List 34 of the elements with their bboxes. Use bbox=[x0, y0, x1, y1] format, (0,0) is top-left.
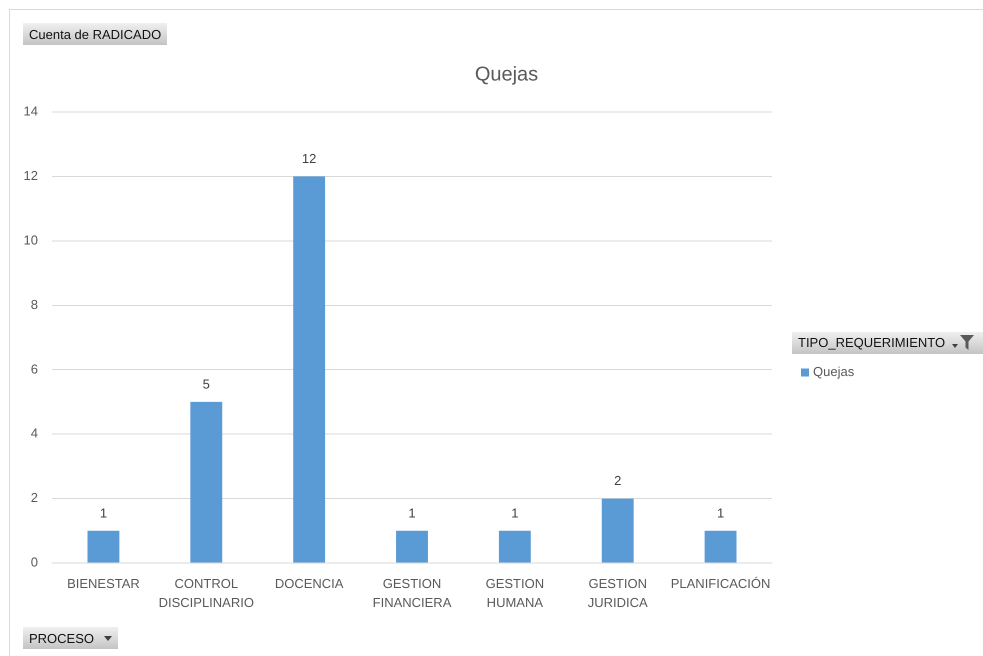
y-tick-label: 2 bbox=[30, 490, 38, 506]
y-tick-label: 10 bbox=[24, 232, 38, 248]
x-tick-label: GESTION HUMANA bbox=[486, 576, 544, 610]
x-tick-label: PLANIFICACIÓN bbox=[670, 576, 770, 592]
bar bbox=[498, 530, 531, 562]
data-label: 5 bbox=[202, 376, 210, 392]
data-label: 2 bbox=[614, 473, 622, 488]
y-tick-label: 8 bbox=[30, 296, 38, 312]
legend-title: TIPO_REQUERIMIENTO bbox=[798, 335, 946, 350]
chart-title: Quejas bbox=[474, 64, 538, 86]
x-tick-label: CONTROL DISCIPLINARIO bbox=[158, 576, 254, 610]
bar bbox=[602, 498, 634, 562]
x-tick-label: DOCENCIA bbox=[274, 576, 344, 592]
bar bbox=[704, 530, 737, 562]
y-tick-label: 4 bbox=[30, 426, 38, 441]
data-label: 1 bbox=[716, 505, 724, 520]
data-label: 12 bbox=[302, 151, 316, 166]
data-label: 1 bbox=[100, 505, 108, 520]
x-tick-label: GESTION FINANCIERA bbox=[372, 576, 452, 610]
legend-label: Quejas bbox=[813, 364, 855, 380]
bar bbox=[190, 402, 222, 562]
x-tick-label: GESTION JURIDICA bbox=[588, 576, 648, 610]
bar bbox=[87, 530, 120, 562]
y-axis-title: Cuenta de RADICADO bbox=[29, 26, 162, 42]
data-label: 1 bbox=[511, 505, 518, 520]
bar bbox=[293, 176, 326, 562]
x-tick-label: BIENESTAR bbox=[67, 576, 140, 592]
y-tick-label: 14 bbox=[24, 104, 38, 119]
bar bbox=[396, 530, 428, 562]
y-tick-label: 12 bbox=[24, 168, 38, 184]
y-tick-label: 6 bbox=[30, 361, 38, 376]
data-label: 1 bbox=[408, 505, 416, 520]
y-tick-label: 0 bbox=[30, 554, 38, 570]
x-axis-title: PROCESO bbox=[29, 630, 94, 646]
